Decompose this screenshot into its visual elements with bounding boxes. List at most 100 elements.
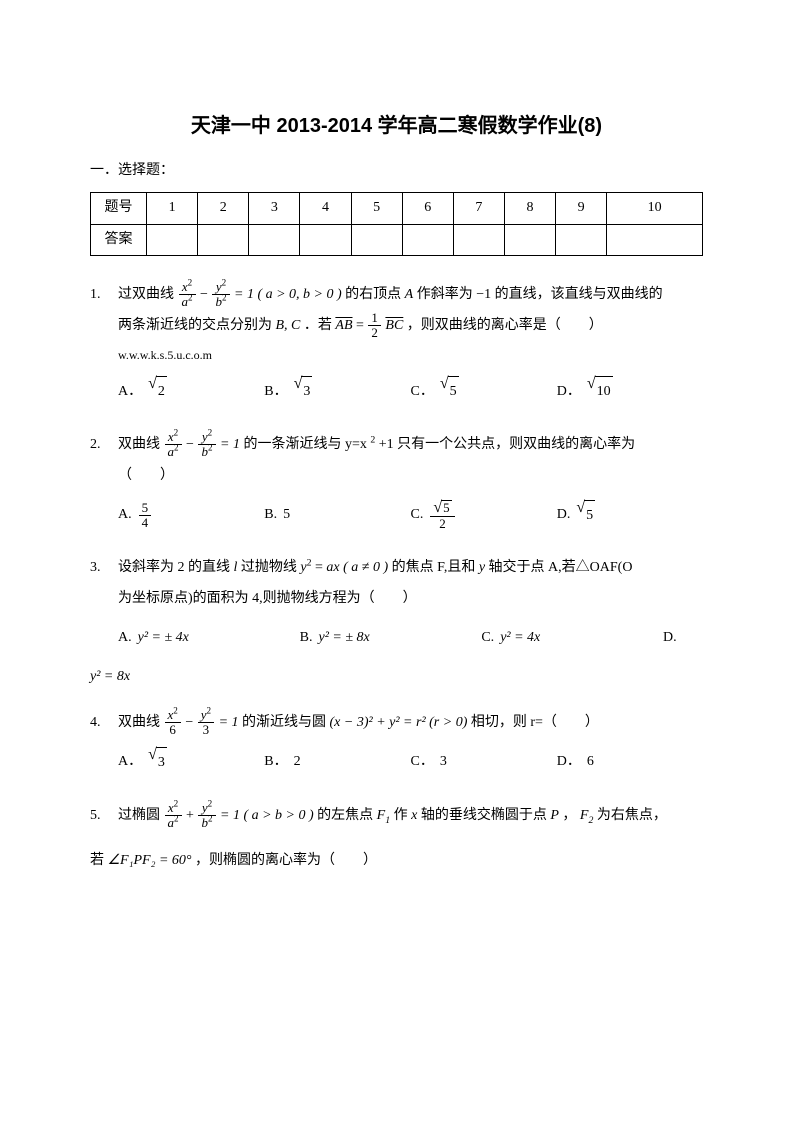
col-num: 10 <box>607 193 703 224</box>
text: ∠F₁PF₂ = 60° <box>108 853 192 868</box>
text: 过双曲线 <box>118 287 178 302</box>
choice-a[interactable]: A． √3 <box>118 747 264 779</box>
answer-cell[interactable] <box>351 224 402 255</box>
choice-value: y² = ± 4x <box>138 623 189 654</box>
choice-a[interactable]: A. 5 4 <box>118 500 264 532</box>
fraction: x2 a2 <box>179 280 196 310</box>
choice-d[interactable]: D. <box>663 623 703 654</box>
text: 作 <box>394 808 412 823</box>
question-number: 4. <box>90 708 118 739</box>
choice-b[interactable]: B. 5 <box>264 500 410 532</box>
choice-c[interactable]: C． 3 <box>411 747 557 779</box>
choice-d-wrapped: y² = 8x <box>90 666 703 688</box>
question-line: 若 ∠F₁PF₂ = 60° ，则椭圆的离心率为（ ） <box>90 846 703 877</box>
text: ．若 <box>304 318 336 333</box>
question-number: 3. <box>90 553 118 584</box>
text: = 1 ( a > 0, b > 0 ) <box>234 287 345 302</box>
answer-cell[interactable] <box>453 224 504 255</box>
choices: A． √3 B． 2 C． 3 D． 6 <box>90 747 703 779</box>
fraction: y2 b2 <box>198 430 215 460</box>
text: l <box>234 560 238 575</box>
choice-value: 5 <box>283 500 290 531</box>
answer-table: 题号 1 2 3 4 5 6 7 8 9 10 答案 <box>90 192 703 256</box>
col-num: 1 <box>147 193 198 224</box>
choice-c[interactable]: C. y² = 4x <box>481 623 663 654</box>
choice-a[interactable]: A. y² = ± 4x <box>118 623 300 654</box>
col-num: 7 <box>453 193 504 224</box>
answer-cell[interactable] <box>607 224 703 255</box>
answer-cell[interactable] <box>300 224 351 255</box>
question-text: 双曲线 x2 a2 − y2 b2 = 1 的一条渐近线与 y=x 2 +1 只… <box>118 430 703 461</box>
fraction: x2 a2 <box>165 801 182 831</box>
col-num: 2 <box>198 193 249 224</box>
answer-cell[interactable] <box>198 224 249 255</box>
text: 轴交于点 A,若△OAF(O <box>489 560 633 575</box>
question-number: 2. <box>90 430 118 461</box>
text: 若 <box>90 853 108 868</box>
text: ax <box>326 560 339 575</box>
text: 的一条渐近线与 y=x <box>243 437 370 452</box>
col-num: 4 <box>300 193 351 224</box>
text: 的焦点 F,且和 <box>392 560 479 575</box>
text: + <box>186 808 197 823</box>
note: w.w.w.k.s.5.u.c.o.m <box>90 342 703 368</box>
choice-value: y² = 4x <box>500 623 540 654</box>
text: ，则双曲线的离心率是（ ） <box>407 318 603 333</box>
choice-d[interactable]: D． 6 <box>557 747 703 779</box>
question-2: 2. 双曲线 x2 a2 − y2 b2 = 1 的一条渐近线与 y=x 2 +… <box>90 430 703 531</box>
sqrt-icon: √5 <box>440 376 459 408</box>
choice-d[interactable]: D. √5 <box>557 500 703 532</box>
text: 双曲线 <box>118 715 164 730</box>
text: 的渐近线与圆 <box>242 715 330 730</box>
fraction: 5 4 <box>139 501 152 531</box>
answer-cell[interactable] <box>249 224 300 255</box>
choice-value: 6 <box>587 747 594 778</box>
text: = <box>315 560 326 575</box>
answer-cell[interactable] <box>504 224 555 255</box>
section-heading: 一．选择题： <box>90 160 703 182</box>
text: ( a ≠ 0 ) <box>343 560 392 575</box>
choice-b[interactable]: B． 2 <box>264 747 410 779</box>
choice-label: C. <box>411 500 424 531</box>
answer-cell[interactable] <box>402 224 453 255</box>
fraction: y2 3 <box>198 708 214 738</box>
col-num: 8 <box>504 193 555 224</box>
fraction: x2 a2 <box>165 430 182 460</box>
choices: A. 5 4 B. 5 C. √5 2 D. √5 <box>90 500 703 532</box>
text: ，则椭圆的离心率为（ ） <box>195 853 377 868</box>
choice-value: 3 <box>440 747 447 778</box>
question-text: 过双曲线 x2 a2 − y2 b2 = 1 ( a > 0, b > 0 ) … <box>118 280 703 311</box>
text: 两条渐近线的交点分别为 <box>118 318 276 333</box>
answer-cell[interactable] <box>556 224 607 255</box>
text: 过抛物线 <box>241 560 301 575</box>
choice-label: B. <box>300 623 313 654</box>
page-title: 天津一中 2013-2014 学年高二寒假数学作业(8) <box>90 110 703 142</box>
choices: A． √2 B． √3 C． √5 D． √10 <box>90 376 703 408</box>
text: x <box>411 808 417 823</box>
text: A <box>405 287 414 302</box>
table-row: 答案 <box>91 224 703 255</box>
col-num: 6 <box>402 193 453 224</box>
question-number: 1. <box>90 280 118 311</box>
text: = <box>356 318 367 333</box>
answer-cell[interactable] <box>147 224 198 255</box>
text: 的左焦点 <box>317 808 377 823</box>
text: 双曲线 <box>118 437 164 452</box>
choice-d[interactable]: D． √10 <box>557 376 703 408</box>
col-num: 5 <box>351 193 402 224</box>
text: y <box>479 560 485 575</box>
choice-b[interactable]: B. y² = ± 8x <box>300 623 482 654</box>
text: P <box>550 808 559 823</box>
choice-c[interactable]: C. √5 2 <box>411 500 557 532</box>
choices: A. y² = ± 4x B. y² = ± 8x C. y² = 4x D. <box>90 623 703 654</box>
choice-c[interactable]: C． √5 <box>411 376 557 408</box>
choice-label: D. <box>663 623 677 654</box>
choice-a[interactable]: A． √2 <box>118 376 264 408</box>
text: = 1 <box>220 437 240 452</box>
sqrt-icon: √10 <box>587 376 613 408</box>
choice-b[interactable]: B． √3 <box>264 376 410 408</box>
question-3: 3. 设斜率为 2 的直线 l 过抛物线 y2 = ax ( a ≠ 0 ) 的… <box>90 553 703 653</box>
text: 轴的垂线交椭圆于点 <box>421 808 551 823</box>
fraction: 1 2 <box>368 311 381 341</box>
text: B, C <box>276 318 301 333</box>
